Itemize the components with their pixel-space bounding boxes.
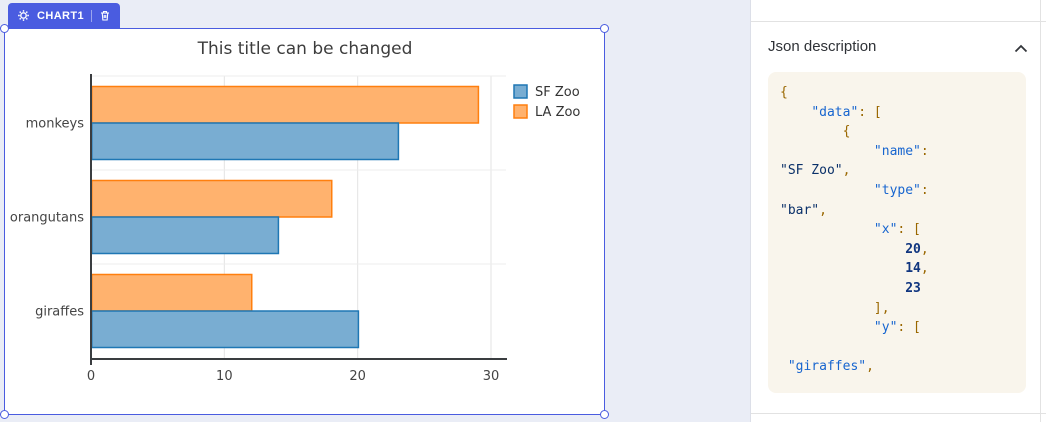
x-tick-label: 30 <box>483 369 500 384</box>
chevron-up-icon <box>1014 41 1028 56</box>
code-line: "SF Zoo", <box>780 163 851 179</box>
code-line: "bar", <box>780 202 827 218</box>
tag-separator <box>91 9 93 22</box>
y-tick-label: giraffes <box>35 305 84 320</box>
bar-sf-zoo-orangutans[interactable] <box>91 216 280 255</box>
x-tick-label: 0 <box>87 369 95 384</box>
svg-text:LA Zoo: LA Zoo <box>535 105 580 120</box>
code-line: 20, <box>905 241 929 257</box>
svg-text:SF Zoo: SF Zoo <box>535 85 580 100</box>
code-line: 14, <box>905 261 929 277</box>
legend-item-la-zoo[interactable]: LA Zoo <box>513 104 580 120</box>
code-line: { <box>780 85 788 100</box>
chart-title: This title can be changed <box>197 39 413 59</box>
collapse-button[interactable] <box>1009 38 1033 58</box>
panel-title: Json description <box>768 38 877 55</box>
code-line: ], <box>873 300 890 316</box>
editor-canvas[interactable]: CHART1 monkeys orangutans giraffes 0 10 20 30 T… <box>0 0 751 422</box>
bar-la-zoo-orangutans[interactable] <box>91 179 333 218</box>
code-line: { <box>842 124 851 140</box>
resize-handle-sw[interactable] <box>0 410 9 419</box>
bar-la-zoo-monkeys[interactable] <box>91 85 480 124</box>
code-line: "x": [ <box>873 222 921 238</box>
code-line: "y": [ <box>873 320 921 336</box>
trash-icon[interactable] <box>99 9 111 22</box>
code-line: "type": <box>873 182 929 198</box>
gear-icon[interactable] <box>17 9 30 22</box>
json-code-block[interactable]: { "data": [ { "name": "SF Zoo", "type": "b… <box>768 72 1026 393</box>
resize-handle-ne[interactable] <box>600 24 609 33</box>
x-tick-label: 10 <box>216 369 233 384</box>
x-tick-label: 20 <box>349 369 366 384</box>
panel-top-divider <box>751 21 1046 22</box>
panel-right-divider <box>1040 0 1041 422</box>
panel-bottom-divider <box>751 413 1046 414</box>
json-description-panel: Json description { "data": [ { "name": "S… <box>751 0 1046 422</box>
code-line <box>780 338 1014 358</box>
bar-sf-zoo-monkeys[interactable] <box>91 122 400 161</box>
code-line: "giraffes", <box>787 359 874 375</box>
chart-svg-host: monkeys orangutans giraffes 0 10 20 30 This tit… <box>5 29 603 413</box>
y-tick-label: monkeys <box>26 117 85 132</box>
chart-tag-label: CHART1 <box>37 9 85 22</box>
chart-widget[interactable]: monkeys orangutans giraffes 0 10 20 30 This tit… <box>0 24 609 419</box>
chart-tag[interactable]: CHART1 <box>8 3 121 28</box>
code-line: "name": <box>873 143 929 159</box>
bar-sf-zoo-giraffes[interactable] <box>91 310 360 349</box>
legend-item-sf-zoo[interactable]: SF Zoo <box>513 84 580 100</box>
code-line: 23 <box>905 280 921 296</box>
resize-handle-nw[interactable] <box>0 24 9 33</box>
y-tick-label: orangutans <box>10 211 84 226</box>
bar-la-zoo-giraffes[interactable] <box>91 273 253 312</box>
code-line: "data": [ <box>811 104 882 120</box>
resize-handle-se[interactable] <box>600 410 609 419</box>
